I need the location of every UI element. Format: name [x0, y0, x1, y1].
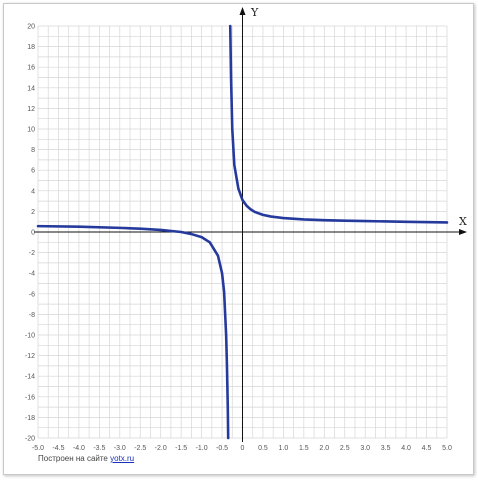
y-tick-label: -16 — [25, 394, 35, 401]
x-tick-label: 3.0 — [360, 445, 370, 452]
y-axis-arrow — [239, 7, 246, 15]
y-tick-label: 6 — [31, 168, 35, 175]
x-tick-label: -1.5 — [175, 445, 187, 452]
x-tick-label: 1.0 — [279, 445, 289, 452]
x-tick-label: -2.5 — [134, 445, 146, 452]
credit-link[interactable]: yotx.ru — [110, 454, 135, 463]
y-tick-label: 16 — [27, 65, 35, 72]
y-tick-label: -14 — [25, 374, 35, 381]
y-tick-label: -6 — [29, 291, 35, 298]
curves — [36, 24, 449, 440]
credit-text: Построен на сайте — [38, 454, 108, 463]
y-tick-label: -2 — [29, 250, 35, 257]
x-tick-label: -4.0 — [73, 445, 85, 452]
y-tick-label: 18 — [27, 44, 35, 51]
y-tick-label: -12 — [25, 353, 35, 360]
y-tick-label: -18 — [25, 415, 35, 422]
y-tick-label: 20 — [27, 24, 35, 31]
x-tick-label: -2.0 — [155, 445, 167, 452]
x-tick-label: 5.0 — [442, 445, 452, 452]
axes — [34, 7, 467, 442]
y-tick-label: -10 — [25, 333, 35, 340]
tick-labels: -5.0 -4.5 -4.0 -3.5 -3.0 -2.5 -2.0 -1.5 -1.0 -0.5… — [25, 24, 452, 453]
x-tick-label: 2.5 — [340, 445, 350, 452]
chart-frame — [3, 3, 474, 475]
y-tick-label: 2 — [31, 209, 35, 216]
x-tick-label: 4.5 — [422, 445, 432, 452]
curve-branch — [228, 24, 449, 224]
credit-line: Построен на сайте yotx.ru — [38, 454, 134, 463]
x-tick-label: 1.5 — [299, 445, 309, 452]
x-tick-label: -5.0 — [32, 445, 44, 452]
x-tick-label: 4.0 — [401, 445, 411, 452]
x-axis-label: X — [459, 215, 467, 228]
curve-branch — [36, 224, 230, 440]
y-axis-label: Y — [250, 6, 259, 19]
y-tick-label: 8 — [31, 147, 35, 154]
y-tick-label: 12 — [27, 106, 35, 113]
x-tick-label: -3.5 — [93, 445, 105, 452]
y-tick-label: -20 — [25, 436, 35, 443]
y-tick-label: 10 — [27, 127, 35, 134]
x-tick-label: -1.0 — [196, 445, 208, 452]
y-tick-label: -4 — [29, 271, 35, 278]
x-tick-label: -4.5 — [52, 445, 64, 452]
y-tick-label: 14 — [27, 85, 35, 92]
x-tick-label: -0.5 — [216, 445, 228, 452]
y-tick-label: 0 — [31, 230, 35, 237]
x-tick-label: 0 — [241, 445, 245, 452]
y-tick-label: 4 — [31, 188, 35, 195]
x-axis-arrow — [459, 229, 467, 235]
y-tick-label: -8 — [29, 312, 35, 319]
x-tick-label: 2.0 — [319, 445, 329, 452]
x-tick-label: -3.0 — [114, 445, 126, 452]
x-tick-label: 0.5 — [258, 445, 268, 452]
x-tick-label: 3.5 — [381, 445, 391, 452]
